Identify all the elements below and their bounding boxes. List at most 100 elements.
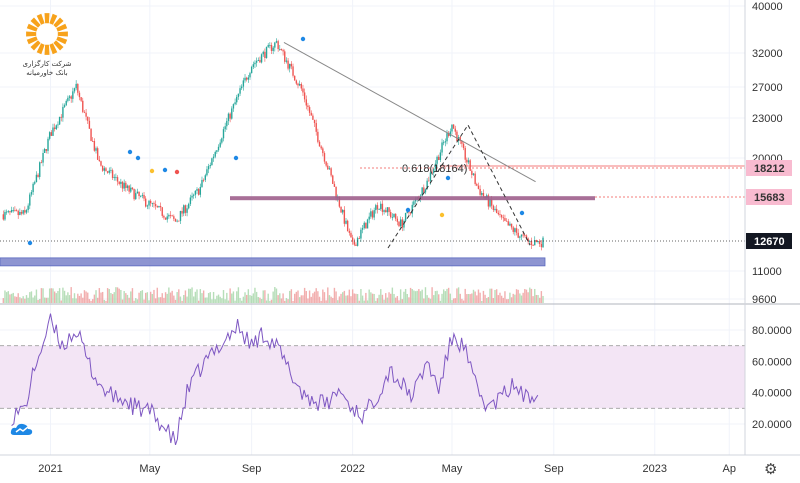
- candle-body: [77, 83, 79, 93]
- volume-bar: [121, 299, 124, 303]
- volume-bar: [284, 300, 286, 303]
- volume-bar: [451, 300, 453, 303]
- volume-bar: [144, 292, 147, 303]
- candle-body: [399, 219, 402, 227]
- candle-body: [204, 175, 206, 180]
- volume-bar: [482, 290, 485, 303]
- signal-dot: [162, 167, 168, 173]
- candle-body: [111, 170, 114, 178]
- time-tick-label: Sep: [544, 463, 564, 475]
- candle-body: [241, 86, 243, 89]
- volume-bar: [457, 287, 460, 303]
- candle-body: [67, 97, 69, 101]
- candle-body: [221, 138, 223, 143]
- volume-bar: [22, 296, 24, 303]
- time-tick-label: 2022: [340, 463, 364, 475]
- volume-bar: [168, 287, 170, 303]
- volume-bar: [322, 289, 324, 303]
- candle-body: [2, 214, 5, 220]
- volume-bar: [111, 294, 114, 303]
- volume-bar: [244, 292, 246, 303]
- candle-body: [193, 194, 195, 196]
- candle-body: [477, 185, 480, 189]
- volume-bar: [141, 290, 144, 303]
- candle-body: [44, 149, 46, 154]
- volume-bar: [320, 300, 322, 303]
- candle-body: [34, 182, 36, 184]
- volume-bar: [211, 299, 213, 303]
- volume-bar: [446, 288, 448, 303]
- sun-ray: [53, 17, 64, 28]
- candle-body: [55, 125, 57, 130]
- candle-body: [431, 172, 433, 174]
- candle-body: [169, 215, 172, 216]
- volume-bar: [159, 297, 162, 303]
- volume-bar: [169, 292, 172, 303]
- candle-body: [270, 45, 273, 51]
- volume-bar: [524, 288, 526, 303]
- volume-bar: [358, 300, 360, 303]
- candle-body: [327, 165, 329, 170]
- candle-body: [226, 120, 228, 127]
- candle-body: [348, 231, 351, 233]
- signal-dot: [27, 240, 33, 246]
- volume-bar: [499, 292, 501, 303]
- candle-body: [456, 131, 458, 142]
- candle-body: [466, 159, 468, 163]
- volume-bar: [232, 291, 235, 303]
- volume-bar: [386, 297, 389, 303]
- candle-body: [376, 205, 379, 210]
- sun-ray: [49, 43, 58, 55]
- time-tick-label: Sep: [242, 463, 262, 475]
- candle-body: [80, 97, 82, 101]
- candle-body: [328, 168, 331, 170]
- volume-bar: [345, 295, 347, 303]
- volume-bar: [146, 292, 149, 303]
- candle-body: [320, 146, 322, 149]
- tradingview-cloud-icon[interactable]: [10, 421, 34, 437]
- candle-body: [292, 66, 294, 76]
- candle-body: [45, 149, 48, 151]
- candle-body: [447, 133, 450, 136]
- volume-bar: [484, 294, 486, 303]
- candle-body: [65, 100, 67, 106]
- candle-body: [297, 83, 299, 86]
- candle-body: [472, 173, 475, 175]
- candle-body: [346, 220, 349, 232]
- candle-body: [370, 211, 372, 217]
- volume-bar: [197, 300, 200, 303]
- candle-body: [234, 102, 236, 105]
- volume-bar: [481, 300, 483, 303]
- volume-bar: [75, 298, 77, 303]
- volume-bar: [380, 289, 382, 303]
- candle-body: [260, 54, 263, 63]
- candle-body: [227, 113, 230, 121]
- volume-bar: [214, 299, 216, 303]
- candle-body: [433, 168, 435, 173]
- volume-bar: [78, 295, 81, 303]
- candle-body: [232, 104, 235, 109]
- candle-body: [444, 141, 447, 143]
- volume-bar: [390, 293, 392, 303]
- candle-body: [383, 210, 385, 212]
- gear-icon[interactable]: ⚙: [764, 460, 778, 478]
- candle-body: [360, 229, 362, 239]
- resistance-line: [230, 196, 595, 201]
- candle-body: [52, 127, 54, 136]
- volume-bar: [96, 297, 99, 303]
- volume-bar: [153, 289, 155, 303]
- volume-bar: [275, 288, 278, 303]
- volume-bar: [530, 288, 533, 303]
- candle-body: [454, 128, 456, 132]
- price-tick-label: 11000: [752, 266, 782, 278]
- volume-bar: [34, 295, 36, 303]
- candle-body: [335, 186, 337, 198]
- candle-body: [308, 107, 311, 113]
- volume-bar: [323, 292, 326, 303]
- pattern-lines: [387, 124, 531, 249]
- volume-bar: [476, 295, 478, 303]
- candle-body: [115, 177, 117, 178]
- volume-bar: [133, 300, 135, 303]
- signal-dot: [300, 36, 306, 42]
- candle-body: [101, 165, 104, 171]
